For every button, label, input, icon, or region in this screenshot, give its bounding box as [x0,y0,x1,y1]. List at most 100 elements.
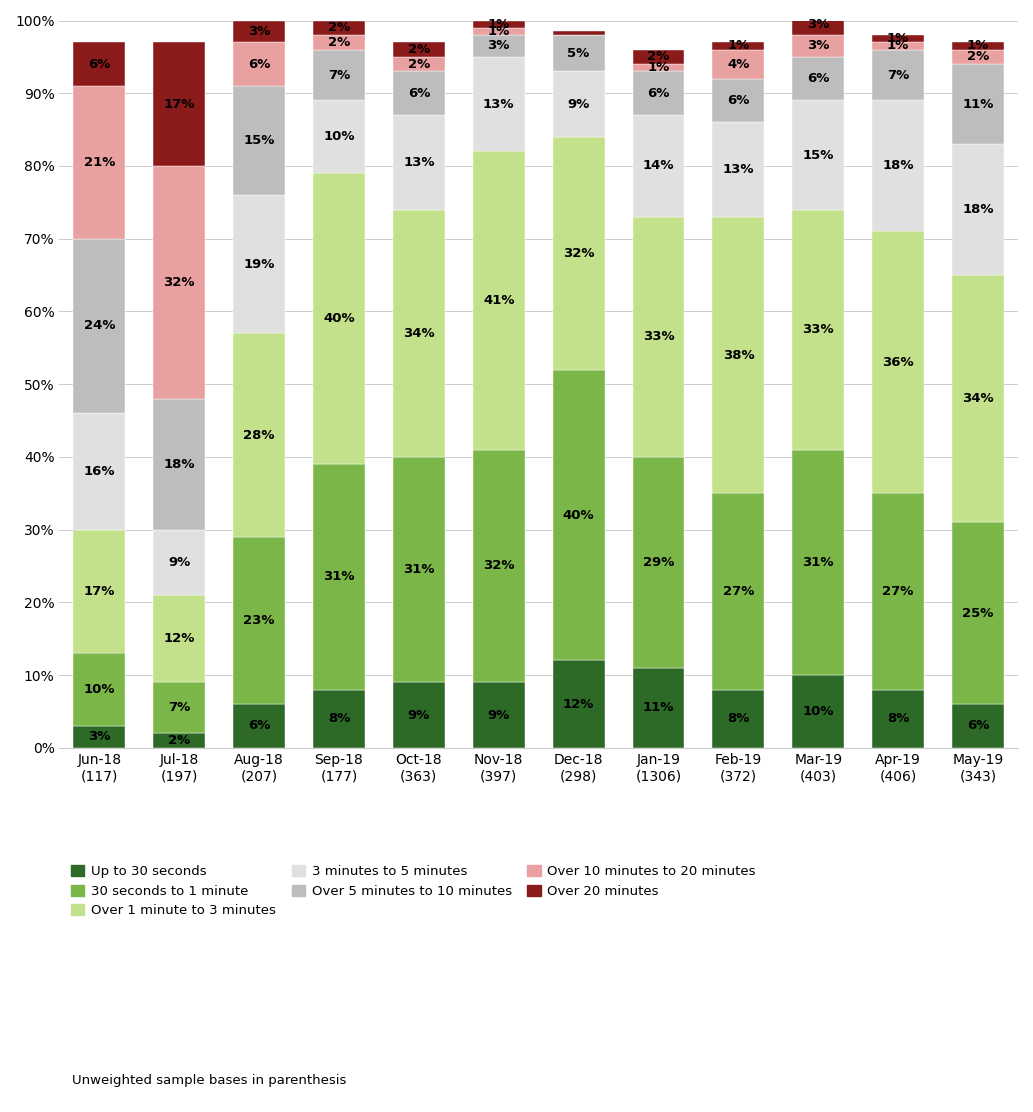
Bar [473,28,525,36]
Text: 38%: 38% [723,348,754,361]
Bar [233,86,285,195]
Text: 29%: 29% [643,556,675,569]
Bar [313,689,365,747]
Bar [632,115,685,217]
Bar [393,683,445,747]
Bar [233,537,285,704]
Bar [73,86,125,239]
Text: 3%: 3% [248,24,271,38]
Bar [73,529,125,653]
Bar [952,64,1004,145]
Bar [792,449,844,675]
Bar [952,704,1004,747]
Bar [233,42,285,86]
Bar [473,20,525,28]
Text: 2%: 2% [327,36,350,49]
Text: 27%: 27% [882,585,914,598]
Text: 32%: 32% [563,247,594,260]
Bar [872,689,925,747]
Text: 2%: 2% [408,58,430,71]
Bar [153,529,206,595]
Bar [473,683,525,747]
Text: 14%: 14% [643,159,675,172]
Text: 32%: 32% [483,559,514,573]
Text: 9%: 9% [488,708,510,722]
Text: 41%: 41% [483,294,514,307]
Bar [393,42,445,57]
Bar [73,414,125,529]
Bar [952,145,1004,275]
Text: 21%: 21% [84,156,115,169]
Text: 33%: 33% [643,330,675,344]
Bar [313,50,365,100]
Bar [792,675,844,747]
Bar [632,667,685,747]
Bar [153,683,206,733]
Bar [393,457,445,683]
Bar [233,334,285,537]
Bar [313,100,365,173]
Text: 2%: 2% [327,21,350,34]
Bar [153,399,206,529]
Bar [73,239,125,414]
Bar [952,50,1004,64]
Text: 6%: 6% [88,58,111,71]
Text: 2%: 2% [967,50,990,63]
Text: 6%: 6% [807,72,829,86]
Text: 40%: 40% [323,312,354,325]
Text: 31%: 31% [403,563,435,576]
Bar [792,57,844,100]
Text: 6%: 6% [727,95,750,107]
Bar [632,64,685,71]
Text: 1%: 1% [727,39,750,52]
Text: 17%: 17% [84,585,115,598]
Text: 1%: 1% [488,24,510,38]
Bar [553,369,604,661]
Text: 1%: 1% [887,32,909,46]
Bar [872,50,925,100]
Bar [473,57,525,151]
Text: 1%: 1% [967,39,990,52]
Bar [73,653,125,726]
Text: 33%: 33% [803,324,834,336]
Text: 28%: 28% [244,428,275,441]
Text: 15%: 15% [244,133,275,147]
Text: Unweighted sample bases in parenthesis: Unweighted sample bases in parenthesis [72,1074,347,1088]
Text: 27%: 27% [723,585,754,598]
Text: 7%: 7% [168,702,190,714]
Text: 36%: 36% [882,356,914,369]
Text: 3%: 3% [88,731,111,743]
Text: 25%: 25% [963,607,994,619]
Bar [553,71,604,137]
Bar [313,20,365,36]
Bar [792,100,844,209]
Text: 2%: 2% [168,734,190,747]
Text: 24%: 24% [84,319,115,332]
Text: 31%: 31% [803,556,834,569]
Bar [632,457,685,667]
Legend: Up to 30 seconds, 30 seconds to 1 minute, Over 1 minute to 3 minutes, 3 minutes : Up to 30 seconds, 30 seconds to 1 minute… [66,860,761,923]
Text: 10%: 10% [84,683,115,696]
Text: 2%: 2% [648,50,669,63]
Bar [713,494,764,689]
Bar [713,79,764,122]
Bar [632,217,685,457]
Text: 7%: 7% [327,69,350,81]
Bar [313,36,365,50]
Text: 6%: 6% [248,719,271,733]
Text: 12%: 12% [163,632,195,645]
Text: 12%: 12% [563,697,594,711]
Bar [153,595,206,683]
Bar [632,71,685,115]
Bar [792,13,844,36]
Text: 6%: 6% [408,87,430,100]
Bar [553,36,604,71]
Text: 15%: 15% [803,149,834,161]
Text: 8%: 8% [727,712,750,725]
Text: 34%: 34% [403,327,435,339]
Bar [713,42,764,50]
Bar [872,494,925,689]
Bar [233,195,285,334]
Text: 18%: 18% [963,203,994,216]
Bar [952,275,1004,523]
